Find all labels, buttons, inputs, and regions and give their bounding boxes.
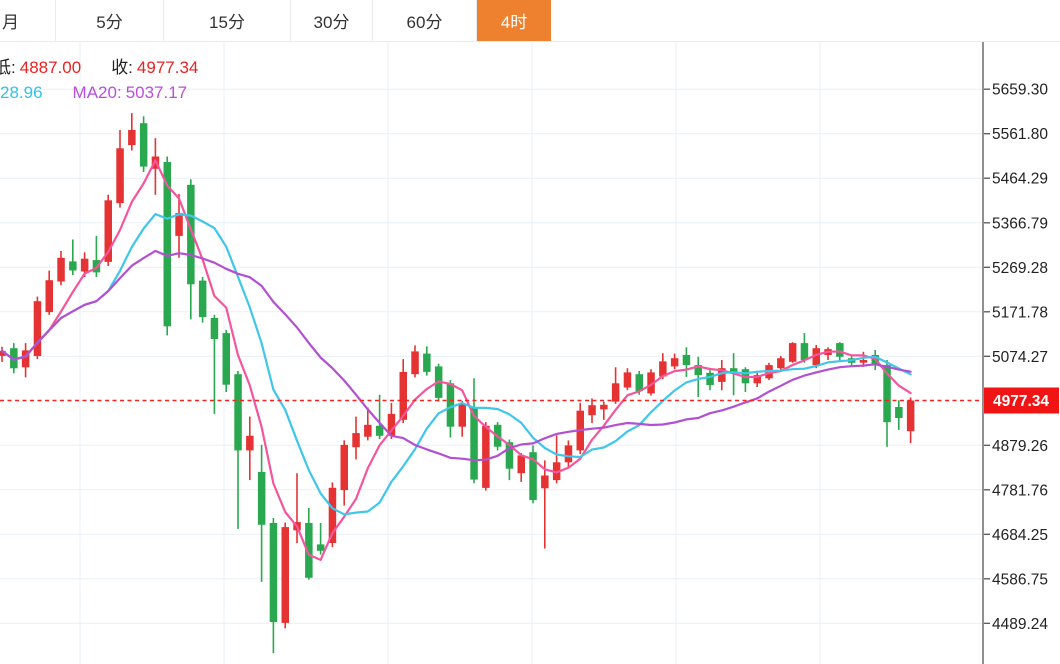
current-price-tag: 4977.34	[984, 387, 1059, 414]
ohlc-legend-line: 低: 4887.00 收: 4977.34	[0, 53, 202, 78]
axis-tick-label: 5561.80	[992, 126, 1048, 143]
tab-60min[interactable]: 60分	[373, 0, 477, 41]
axis-tick-label: 4879.26	[992, 438, 1048, 455]
legend-value: 4977.34	[136, 58, 199, 77]
candlestick-chart[interactable]: 5659.30 5561.80 5464.29 5366.79 5269.28 5171.…	[0, 42, 1060, 664]
tab-month[interactable]: 月	[0, 0, 56, 41]
MA5-line	[0, 159, 912, 562]
tab-4hour[interactable]: 4时	[477, 0, 551, 41]
ma-legend-item: MA20:	[72, 83, 122, 102]
legend-value: 4887.00	[19, 58, 82, 77]
axis-tick-label: 5366.79	[992, 215, 1048, 232]
MA10-line	[0, 213, 912, 516]
axis-tick-label: 5074.27	[992, 349, 1048, 366]
ma-lines	[0, 159, 912, 562]
tab-5min[interactable]: 5分	[56, 0, 164, 41]
axis-tick-label: 4489.24	[992, 616, 1048, 633]
svg-text:4977.34: 4977.34	[993, 393, 1049, 410]
price-axis: 5659.30 5561.80 5464.29 5366.79 5269.28 5171.…	[982, 42, 1048, 664]
axis-tick-label: 5464.29	[992, 171, 1048, 188]
axis-tick-label: 5659.30	[992, 82, 1048, 99]
tab-15min[interactable]: 15分	[164, 0, 291, 41]
ma-legend-line: 28.96 MA20: 5037.17	[0, 83, 191, 103]
legend-label: 收:	[111, 58, 133, 77]
axis-tick-label: 5269.28	[992, 260, 1048, 277]
MA20-line	[0, 249, 912, 462]
axis-tick-label: 4684.25	[992, 527, 1048, 544]
axis-tick-label: 4586.75	[992, 571, 1048, 588]
grid-lines	[0, 42, 983, 664]
tab-30min[interactable]: 30分	[291, 0, 373, 41]
ma-legend-item: 5037.17	[125, 83, 188, 102]
interval-tab-bar: 月 5分 15分 30分 60分 4时	[0, 0, 1060, 42]
axis-tick-label: 4781.76	[992, 482, 1048, 499]
axis-tick-label: 5171.78	[992, 304, 1048, 321]
ma-legend-item: 28.96	[0, 83, 43, 102]
legend-label: 低:	[0, 58, 16, 77]
